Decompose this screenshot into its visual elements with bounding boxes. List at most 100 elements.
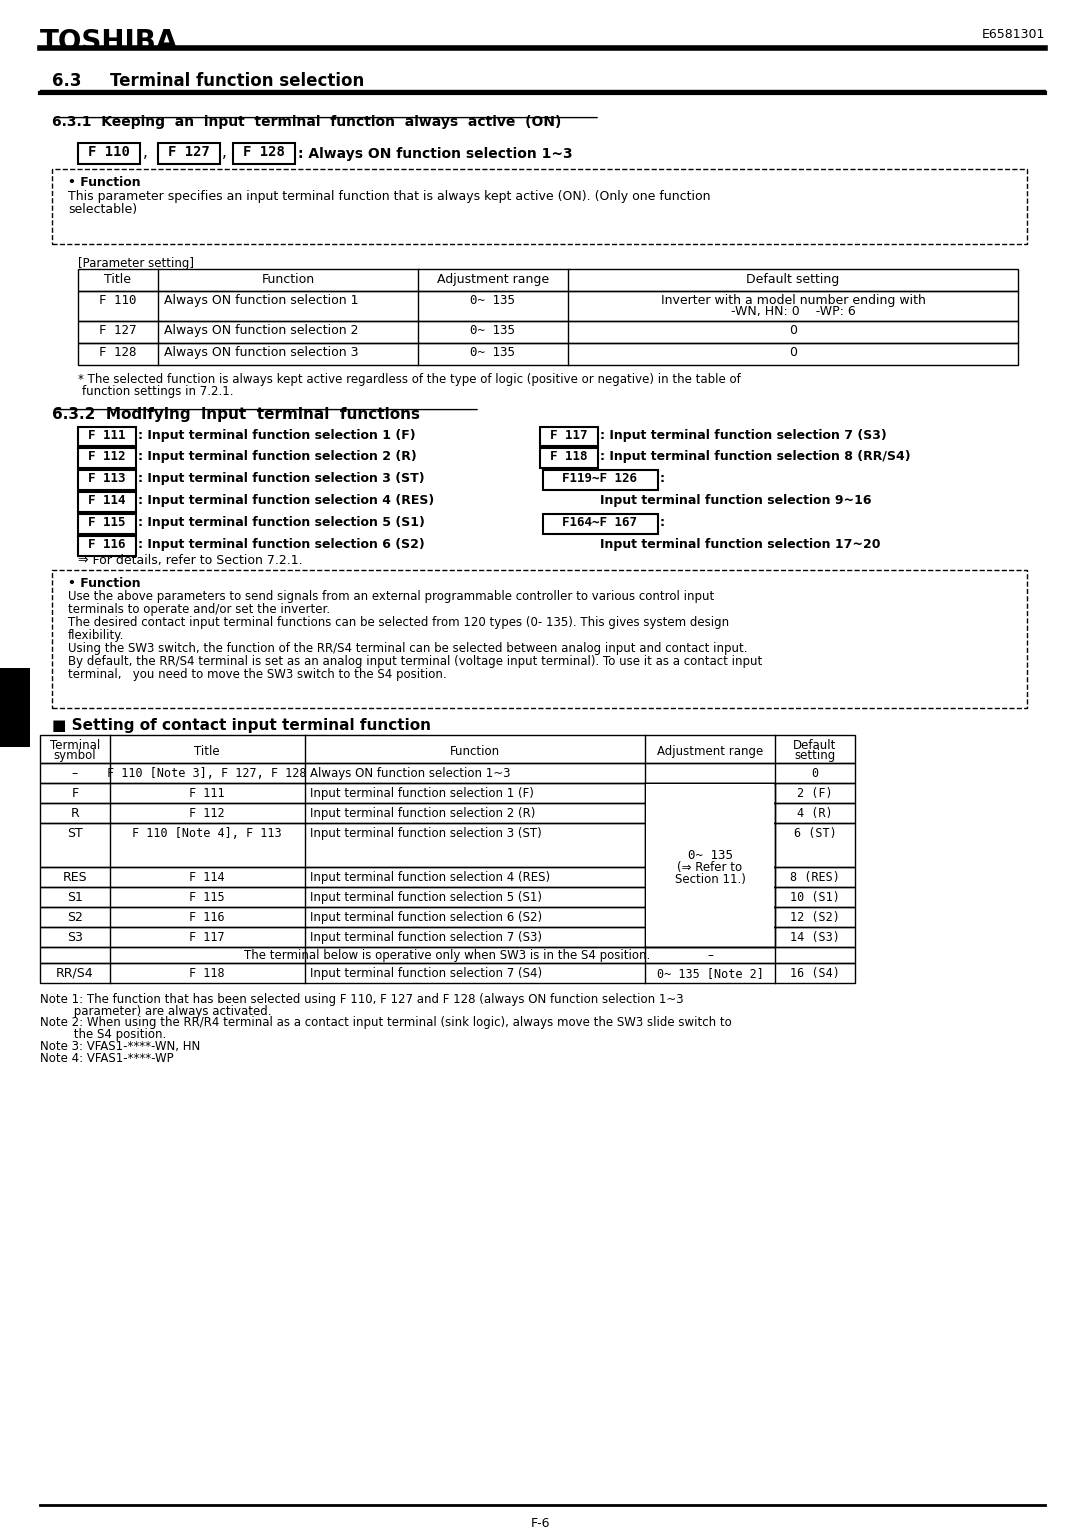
- Text: F 128: F 128: [99, 346, 137, 358]
- Text: R: R: [70, 807, 79, 820]
- Bar: [52, 570, 1027, 708]
- Text: Title: Title: [194, 746, 220, 758]
- Text: F 128: F 128: [243, 146, 285, 159]
- Text: Always ON function selection 1: Always ON function selection 1: [164, 294, 359, 306]
- Text: 0~ 135 [Note 2]: 0~ 135 [Note 2]: [657, 967, 764, 979]
- Text: -WN, HN: 0    -WP: 6: -WN, HN: 0 -WP: 6: [731, 305, 855, 319]
- Text: • Function: • Function: [68, 578, 140, 590]
- Text: Section 11.): Section 11.): [675, 873, 745, 885]
- Bar: [40, 763, 855, 783]
- Bar: [40, 947, 855, 962]
- Text: : Input terminal function selection 1 (F): : Input terminal function selection 1 (F…: [138, 429, 416, 441]
- Text: (⇒ Refer to: (⇒ Refer to: [677, 861, 743, 875]
- Text: 8 (RES): 8 (RES): [791, 872, 840, 884]
- Text: F 116: F 116: [189, 912, 225, 924]
- Text: Default: Default: [794, 740, 837, 752]
- Text: Note 3: VFAS1-****-WN, HN: Note 3: VFAS1-****-WN, HN: [40, 1040, 200, 1054]
- Text: Input terminal function selection 3 (ST): Input terminal function selection 3 (ST): [310, 827, 542, 840]
- Text: F-6: F-6: [530, 1517, 550, 1530]
- Bar: [78, 142, 140, 164]
- Text: 6: 6: [6, 717, 24, 741]
- Text: 16 (S4): 16 (S4): [791, 967, 840, 979]
- Text: : Input terminal function selection 2 (R): : Input terminal function selection 2 (R…: [138, 450, 417, 464]
- Text: ⇒ For details, refer to Section 7.2.1.: ⇒ For details, refer to Section 7.2.1.: [78, 555, 302, 567]
- Text: 6.3.1  Keeping  an  input  terminal  function  always  active  (ON): 6.3.1 Keeping an input terminal function…: [52, 115, 562, 129]
- Text: 6.3: 6.3: [52, 72, 81, 90]
- Text: Input terminal function selection 1 (F): Input terminal function selection 1 (F): [310, 787, 534, 800]
- Text: Function: Function: [450, 746, 500, 758]
- Bar: [40, 907, 855, 927]
- Text: setting: setting: [795, 749, 836, 763]
- Text: 0~ 135: 0~ 135: [688, 849, 732, 863]
- Bar: [78, 426, 136, 446]
- Text: F 115: F 115: [189, 892, 225, 904]
- Text: (⇒ Refer to: (⇒ Refer to: [677, 861, 743, 875]
- Text: :: :: [660, 472, 665, 486]
- Text: RR/S4: RR/S4: [56, 967, 94, 979]
- Bar: [52, 170, 1027, 244]
- Text: 6 (ST): 6 (ST): [794, 827, 836, 840]
- Text: 0~ 135: 0~ 135: [688, 849, 732, 863]
- Text: This parameter specifies an input terminal function that is always kept active (: This parameter specifies an input termin…: [68, 190, 711, 204]
- Text: 6.3.2  Modifying  input  terminal  functions: 6.3.2 Modifying input terminal functions: [52, 406, 420, 421]
- Bar: [40, 823, 855, 867]
- Text: F 111: F 111: [189, 787, 225, 800]
- Bar: [78, 320, 1018, 343]
- Text: F 114: F 114: [189, 872, 225, 884]
- Text: Default setting: Default setting: [746, 273, 839, 286]
- Text: Function: Function: [261, 273, 314, 286]
- Bar: [78, 536, 136, 556]
- Text: –: –: [707, 948, 713, 962]
- Text: 0: 0: [789, 346, 797, 358]
- Text: F 112: F 112: [89, 450, 125, 464]
- Text: F 113: F 113: [89, 472, 125, 486]
- Text: F 118: F 118: [189, 967, 225, 979]
- Text: function settings in 7.2.1.: function settings in 7.2.1.: [82, 385, 233, 398]
- Bar: [543, 470, 658, 490]
- Text: [Parameter setting]: [Parameter setting]: [78, 257, 194, 270]
- Text: F: F: [71, 787, 79, 800]
- Bar: [646, 784, 774, 945]
- Text: Terminal: Terminal: [50, 740, 100, 752]
- Bar: [78, 492, 136, 512]
- Bar: [540, 449, 598, 469]
- Text: TOSHIBA: TOSHIBA: [40, 28, 178, 55]
- Text: : Input terminal function selection 5 (S1): : Input terminal function selection 5 (S…: [138, 516, 424, 529]
- Bar: [40, 783, 855, 803]
- Text: 2 (F): 2 (F): [797, 787, 833, 800]
- Text: Input terminal function selection 6 (S2): Input terminal function selection 6 (S2): [310, 912, 542, 924]
- Text: ■ Setting of contact input terminal function: ■ Setting of contact input terminal func…: [52, 717, 431, 732]
- Text: : Input terminal function selection 8 (RR/S4): : Input terminal function selection 8 (R…: [600, 450, 910, 464]
- Text: Terminal function selection: Terminal function selection: [110, 72, 364, 90]
- Text: : Input terminal function selection 4 (RES): : Input terminal function selection 4 (R…: [138, 495, 434, 507]
- Text: F119~F 126: F119~F 126: [563, 472, 637, 486]
- Bar: [78, 291, 1018, 320]
- Bar: [78, 470, 136, 490]
- Text: 12 (S2): 12 (S2): [791, 912, 840, 924]
- Text: Always ON function selection 1~3: Always ON function selection 1~3: [310, 768, 511, 780]
- Bar: [233, 142, 295, 164]
- Text: the S4 position.: the S4 position.: [40, 1028, 166, 1042]
- Text: F 114: F 114: [89, 495, 125, 507]
- Text: ,: ,: [143, 146, 148, 161]
- Text: F 118: F 118: [550, 450, 588, 464]
- Bar: [543, 515, 658, 535]
- Text: Use the above parameters to send signals from an external programmable controlle: Use the above parameters to send signals…: [68, 590, 714, 604]
- Text: –: –: [72, 768, 78, 780]
- Bar: [158, 142, 220, 164]
- Bar: [78, 449, 136, 469]
- Bar: [40, 962, 855, 982]
- Text: Always ON function selection 2: Always ON function selection 2: [164, 323, 359, 337]
- Text: F 115: F 115: [89, 516, 125, 529]
- Text: 4 (R): 4 (R): [797, 807, 833, 820]
- Text: RES: RES: [63, 872, 87, 884]
- Text: Input terminal function selection 9~16: Input terminal function selection 9~16: [600, 495, 872, 507]
- Bar: [78, 515, 136, 535]
- Text: :: :: [660, 516, 665, 529]
- Text: 0: 0: [789, 323, 797, 337]
- Text: : Always ON function selection 1~3: : Always ON function selection 1~3: [298, 147, 572, 161]
- Text: 14 (S3): 14 (S3): [791, 931, 840, 944]
- Text: terminal,   you need to move the SW3 switch to the S4 position.: terminal, you need to move the SW3 switc…: [68, 668, 447, 680]
- Text: F 110 [Note 3], F 127, F 128: F 110 [Note 3], F 127, F 128: [107, 768, 307, 780]
- Text: S2: S2: [67, 912, 83, 924]
